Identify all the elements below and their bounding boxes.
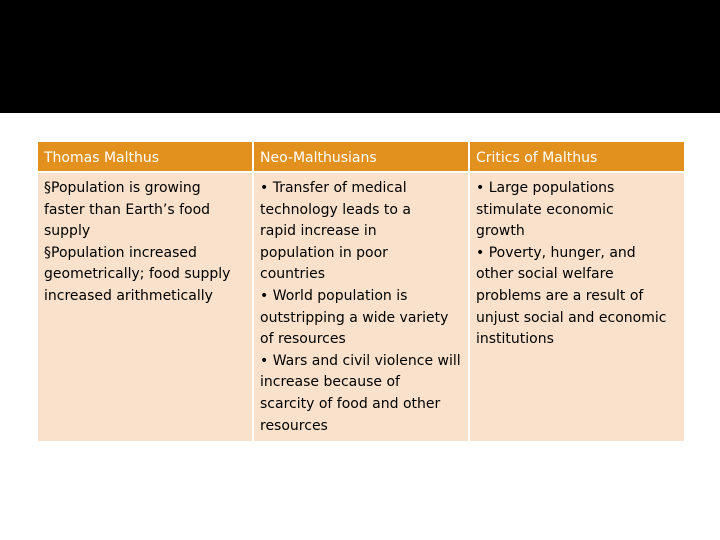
header-critics-of-malthus: Critics of Malthus — [468, 140, 686, 173]
cell-line: • Transfer of medical — [260, 180, 407, 196]
header-neo-malthusians: Neo-Malthusians — [252, 140, 470, 173]
cell-line: technology leads to a — [260, 201, 411, 218]
cell-line: problems are a result of — [476, 287, 644, 304]
cell-line: supply — [44, 223, 91, 240]
cell-critics-of-malthus: • Large populations stimulate economic g… — [468, 171, 686, 443]
comparison-table: Thomas Malthus Neo-Malthusians Critics o… — [36, 140, 686, 443]
cell-thomas-malthus: §Population is growing faster than Earth… — [36, 171, 254, 443]
cell-line: • World population is — [260, 287, 408, 304]
cell-line: geometrically; food supply — [44, 266, 231, 283]
cell-line: of resources — [260, 331, 346, 348]
cell-line: institutions — [476, 331, 554, 348]
title-band — [0, 0, 720, 113]
table-header-row: Thomas Malthus Neo-Malthusians Critics o… — [36, 140, 686, 173]
cell-line: §Population increased — [44, 244, 197, 261]
cell-line: §Population is growing — [44, 180, 201, 196]
cell-line: • Large populations — [476, 180, 615, 196]
cell-line: increased arithmetically — [44, 287, 213, 304]
cell-neo-malthusians: • Transfer of medical technology leads t… — [252, 171, 470, 443]
cell-line: rapid increase in — [260, 223, 377, 240]
cell-line: scarcity of food and other — [260, 395, 441, 412]
cell-line: unjust social and economic — [476, 309, 667, 326]
cell-line: countries — [260, 266, 326, 283]
cell-line: outstripping a wide variety — [260, 309, 449, 326]
table-row: §Population is growing faster than Earth… — [36, 171, 686, 443]
cell-line: faster than Earth’s food — [44, 201, 211, 218]
cell-line: increase because of — [260, 374, 400, 391]
cell-line: other social welfare — [476, 266, 614, 283]
cell-line: resources — [260, 417, 328, 434]
cell-line: stimulate economic — [476, 201, 614, 218]
header-thomas-malthus: Thomas Malthus — [36, 140, 254, 173]
cell-line: growth — [476, 223, 525, 240]
cell-line: • Poverty, hunger, and — [476, 244, 636, 261]
comparison-table-container: Thomas Malthus Neo-Malthusians Critics o… — [36, 140, 686, 443]
cell-line: • Wars and civil violence will — [260, 352, 461, 369]
cell-line: population in poor — [260, 244, 388, 261]
